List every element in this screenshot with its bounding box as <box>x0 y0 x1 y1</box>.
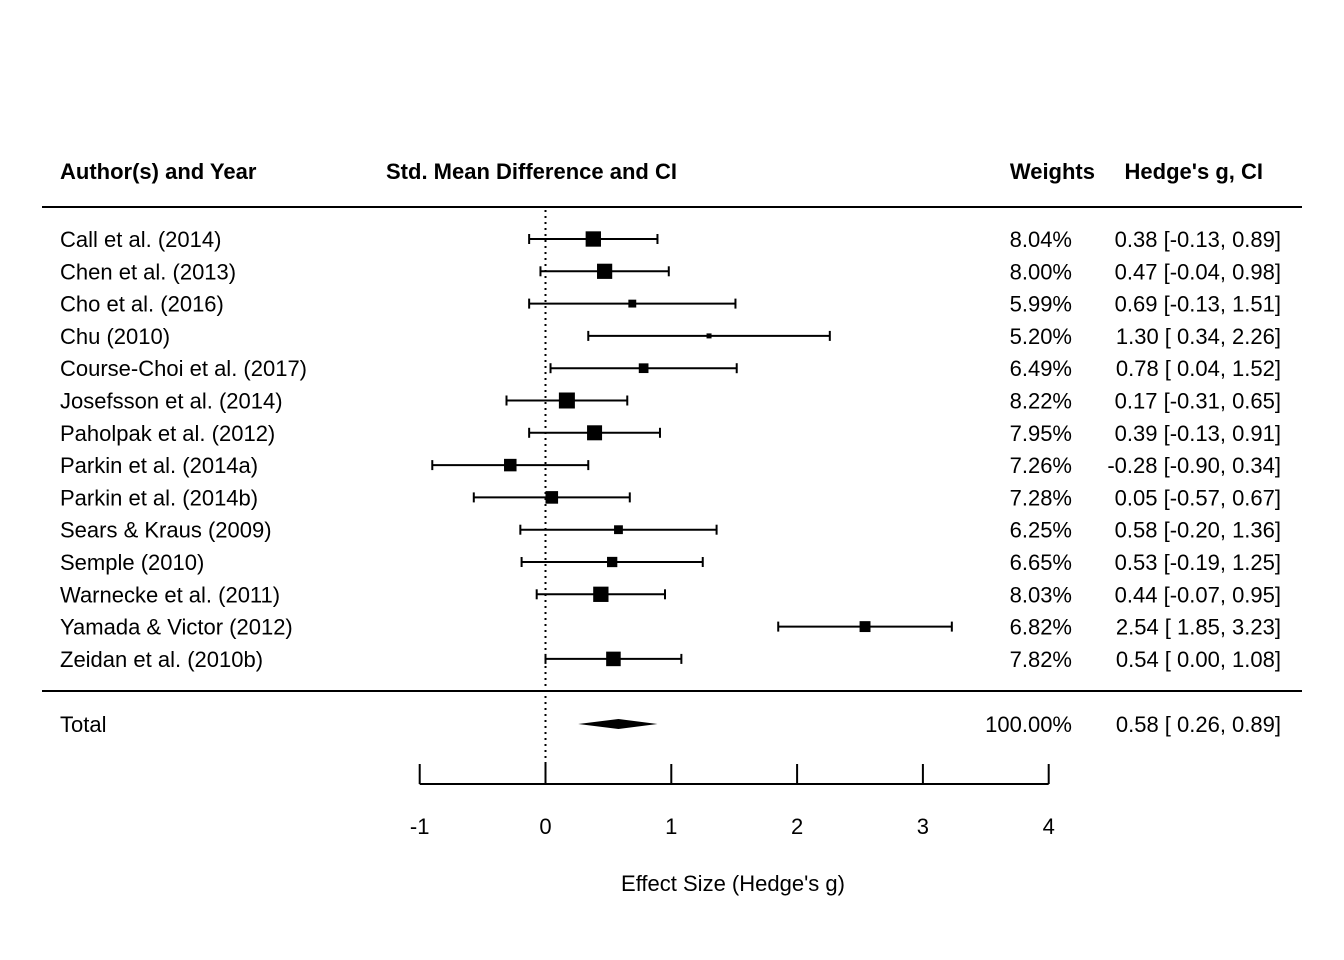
study-row: Semple (2010) 6.65% 0.53 [-0.19, 1.25] <box>60 550 1281 575</box>
study-row: Parkin et al. (2014b) 7.28% 0.05 [-0.57, 0… <box>60 485 1281 510</box>
study-row: Chu (2010) 5.20% 1.30 [ 0.34, 2.26] <box>60 324 1281 349</box>
x-axis: -1 0 1 2 3 4 <box>410 764 1055 839</box>
study-weight: 7.95% <box>1010 421 1072 446</box>
study-label: Sears & Kraus (2009) <box>60 518 272 543</box>
point-estimate <box>587 425 603 441</box>
study-row: Sears & Kraus (2009) 6.25% 0.58 [-0.20, 1.… <box>60 518 1281 543</box>
study-ci: 0.05 [-0.57, 0.67] <box>1115 485 1281 510</box>
study-row: Parkin et al. (2014a) 7.26% -0.28 [-0.90, … <box>60 453 1281 478</box>
point-estimate <box>597 263 613 279</box>
point-estimate <box>628 299 637 308</box>
study-weight: 7.28% <box>1010 485 1072 510</box>
point-estimate <box>638 363 649 374</box>
study-label: Course-Choi et al. (2017) <box>60 356 307 381</box>
tick-label: 2 <box>791 814 803 839</box>
study-ci: 0.39 [-0.13, 0.91] <box>1115 421 1281 446</box>
point-estimate <box>706 333 712 339</box>
study-label: Yamada & Victor (2012) <box>60 615 293 640</box>
point-estimate <box>558 392 575 409</box>
tick-label: 1 <box>665 814 677 839</box>
study-label: Cho et al. (2016) <box>60 292 224 317</box>
study-weight: 6.49% <box>1010 356 1072 381</box>
point-estimate <box>545 491 559 504</box>
x-axis-label: Effect Size (Hedge's g) <box>621 871 845 896</box>
study-row: Yamada & Victor (2012) 6.82% 2.54 [ 1.85, … <box>60 615 1281 640</box>
study-ci: 0.69 [-0.13, 1.51] <box>1115 292 1281 317</box>
header-estimate: Hedge's g, CI <box>1125 159 1263 184</box>
study-row: Zeidan et al. (2010b) 7.82% 0.54 [ 0.00, 1… <box>60 647 1281 672</box>
study-ci: 1.30 [ 0.34, 2.26] <box>1116 324 1281 349</box>
study-row: Warnecke et al. (2011) 8.03% 0.44 [-0.07, … <box>60 582 1281 607</box>
study-row: Paholpak et al. (2012) 7.95% 0.39 [-0.13, … <box>60 421 1281 446</box>
point-estimate <box>585 231 601 247</box>
study-label: Zeidan et al. (2010b) <box>60 647 263 672</box>
total-ci: 0.58 [ 0.26, 0.89] <box>1116 712 1281 737</box>
study-weight: 8.22% <box>1010 389 1072 414</box>
total-weight: 100.00% <box>985 712 1072 737</box>
study-row: Call et al. (2014) 8.04% 0.38 [-0.13, 0.89… <box>60 227 1281 252</box>
study-ci: 0.54 [ 0.00, 1.08] <box>1116 647 1281 672</box>
point-estimate <box>606 651 621 667</box>
header-study: Author(s) and Year <box>60 159 257 184</box>
study-label: Josefsson et al. (2014) <box>60 389 283 414</box>
study-ci: 2.54 [ 1.85, 3.23] <box>1116 615 1281 640</box>
study-row: Chen et al. (2013) 8.00% 0.47 [-0.04, 0.98… <box>60 259 1281 284</box>
study-ci: 0.78 [ 0.04, 1.52] <box>1116 356 1281 381</box>
study-row: Josefsson et al. (2014) 8.22% 0.17 [-0.31,… <box>60 389 1281 414</box>
study-ci: 0.44 [-0.07, 0.95] <box>1115 582 1281 607</box>
study-label: Parkin et al. (2014b) <box>60 485 258 510</box>
study-weight: 6.65% <box>1010 550 1072 575</box>
point-estimate <box>607 556 618 568</box>
study-weight: 6.82% <box>1010 615 1072 640</box>
total-label: Total <box>60 712 106 737</box>
study-weight: 8.03% <box>1010 582 1072 607</box>
study-ci: 0.58 [-0.20, 1.36] <box>1115 518 1281 543</box>
tick-label: 0 <box>539 814 551 839</box>
study-ci: 0.47 [-0.04, 0.98] <box>1115 259 1281 284</box>
column-headers: Author(s) and Year Std. Mean Difference … <box>60 159 1263 184</box>
study-ci: 0.17 [-0.31, 0.65] <box>1115 389 1281 414</box>
study-ci: 0.38 [-0.13, 0.89] <box>1115 227 1281 252</box>
study-weight: 7.82% <box>1010 647 1072 672</box>
study-row: Course-Choi et al. (2017) 6.49% 0.78 [ 0.0… <box>60 356 1281 381</box>
tick-label: -1 <box>410 814 430 839</box>
point-estimate <box>614 525 623 535</box>
point-estimate <box>504 458 517 472</box>
study-weight: 8.00% <box>1010 259 1072 284</box>
study-weight: 8.04% <box>1010 227 1072 252</box>
total-row: Total 100.00% 0.58 [ 0.26, 0.89] <box>60 712 1281 737</box>
study-label: Parkin et al. (2014a) <box>60 453 258 478</box>
study-label: Semple (2010) <box>60 550 204 575</box>
study-row: Cho et al. (2016) 5.99% 0.69 [-0.13, 1.51] <box>60 292 1281 317</box>
point-estimate <box>859 621 871 633</box>
study-weight: 6.25% <box>1010 518 1072 543</box>
point-estimate <box>593 586 609 602</box>
header-weights: Weights <box>1010 159 1095 184</box>
study-ci: 0.53 [-0.19, 1.25] <box>1115 550 1281 575</box>
header-plot: Std. Mean Difference and CI <box>386 159 677 184</box>
study-weight: 5.99% <box>1010 292 1072 317</box>
study-weight: 7.26% <box>1010 453 1072 478</box>
study-weight: 5.20% <box>1010 324 1072 349</box>
tick-label: 3 <box>917 814 929 839</box>
study-label: Chu (2010) <box>60 324 170 349</box>
tick-label: 4 <box>1043 814 1055 839</box>
study-label: Call et al. (2014) <box>60 227 221 252</box>
summary-diamond <box>578 719 658 729</box>
study-rows: Call et al. (2014) 8.04% 0.38 [-0.13, 0.89… <box>60 227 1281 672</box>
study-label: Warnecke et al. (2011) <box>60 582 280 607</box>
study-label: Paholpak et al. (2012) <box>60 421 275 446</box>
study-label: Chen et al. (2013) <box>60 259 236 284</box>
study-ci: -0.28 [-0.90, 0.34] <box>1107 453 1281 478</box>
